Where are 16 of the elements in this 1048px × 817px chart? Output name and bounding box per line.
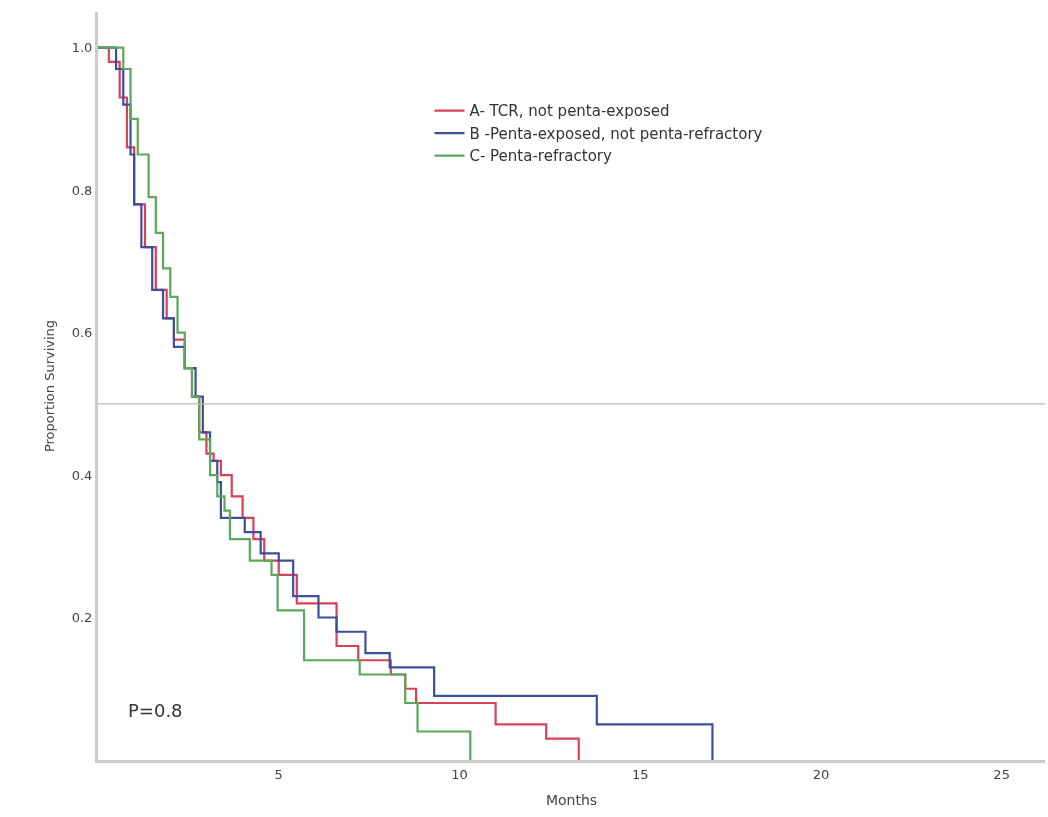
- x-tick-label: 5: [274, 766, 283, 782]
- y-tick-label: 1.0: [71, 40, 93, 56]
- annotation: P=0.8: [128, 700, 183, 721]
- x-tick-label: 20: [812, 766, 830, 782]
- x-tick-label: 15: [631, 766, 649, 782]
- legend-label: B -Penta-exposed, not penta-refractory: [469, 124, 763, 143]
- x-tick-label: 25: [993, 766, 1010, 782]
- x-tick-label: 10: [451, 766, 468, 782]
- y-tick-label: 0.2: [71, 610, 93, 626]
- y-tick-label: 0.6: [71, 325, 93, 341]
- legend-label: A- TCR, not penta-exposed: [469, 102, 670, 121]
- y-axis-title: Proportion Surviving: [41, 319, 57, 453]
- y-tick-label: 0.4: [71, 467, 93, 483]
- legend-label: C- Penta-refractory: [469, 147, 613, 166]
- x-axis-title: Months: [545, 791, 598, 808]
- y-tick-label: 0.8: [71, 182, 93, 198]
